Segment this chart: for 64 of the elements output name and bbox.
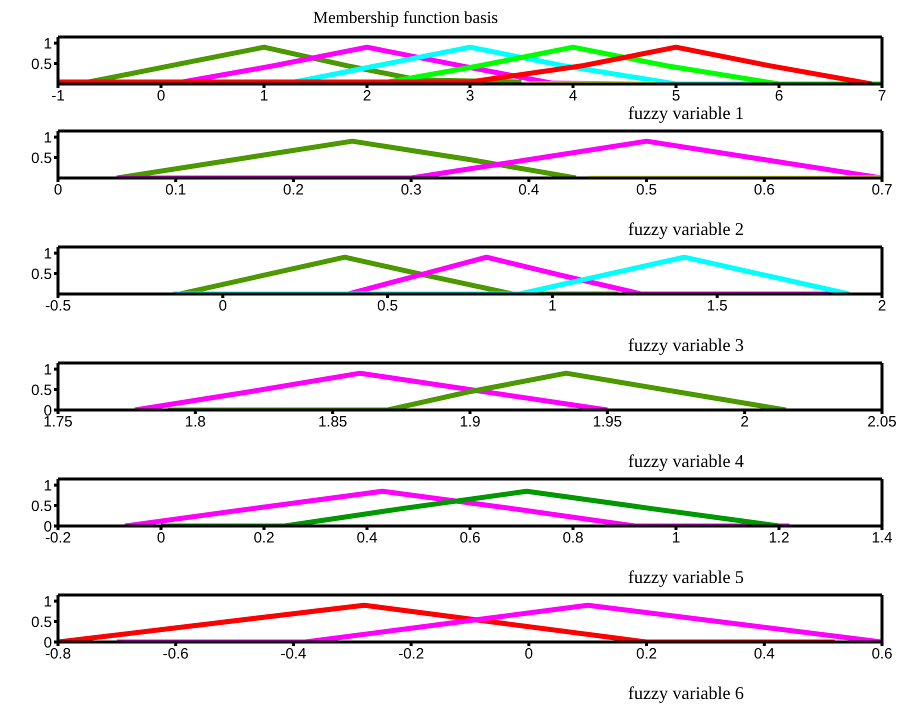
x-tick-label: 3 — [466, 88, 474, 105]
x-tick-label: 1.85 — [318, 414, 348, 431]
x-tick-label: 0.4 — [518, 182, 540, 199]
y-tick-label: 1 — [44, 477, 52, 494]
y-tick-label: 0.5 — [31, 266, 52, 283]
y-tick-label: 0.5 — [31, 56, 52, 73]
chart-title: Membership function basis — [312, 8, 500, 29]
y-tick-label: 1 — [44, 35, 52, 52]
y-tick-label: 0.5 — [31, 614, 52, 631]
x-tick-label: 5 — [672, 88, 680, 105]
y-tick-label: 0.5 — [31, 382, 52, 399]
x-tick-label: 0.4 — [356, 530, 378, 547]
x-tick-label: 0.2 — [636, 646, 657, 663]
x-axis-title: fuzzy variable 5 — [628, 567, 744, 588]
x-tick-label: 1 — [260, 88, 268, 105]
x-tick-label: 6 — [774, 88, 784, 105]
x-tick-label: -1 — [51, 88, 65, 105]
y-tick-label: 0 — [44, 634, 52, 652]
x-tick-label: 1 — [548, 298, 557, 315]
x-tick-label: 0.4 — [754, 646, 775, 663]
x-tick-label: -0.5 — [45, 298, 71, 315]
y-tick-label: 1 — [44, 593, 52, 610]
x-tick-label: 0.6 — [754, 182, 775, 199]
x-tick-label: 0.2 — [254, 530, 274, 547]
x-tick-label: 0 — [218, 298, 227, 315]
x-tick-label: 2 — [878, 298, 886, 315]
x-axis-title: fuzzy variable 3 — [628, 335, 744, 356]
x-tick-label: 0.7 — [872, 182, 892, 199]
x-tick-label: 4 — [568, 88, 578, 105]
x-tick-label: 0 — [524, 646, 534, 663]
x-tick-label: 1.8 — [184, 414, 206, 431]
x-tick-label: 1.95 — [592, 414, 622, 431]
x-tick-label: 0.1 — [165, 182, 186, 199]
x-tick-label: 0.2 — [283, 182, 304, 199]
y-tick-label: 0 — [44, 518, 52, 536]
x-tick-label: 1 — [672, 530, 680, 547]
x-tick-label: 1.2 — [768, 530, 790, 547]
y-tick-label: 0.5 — [31, 150, 52, 167]
x-tick-label: 2 — [740, 414, 749, 431]
y-tick-label: 1 — [44, 129, 52, 146]
x-tick-label: -0.2 — [398, 646, 424, 663]
x-tick-label: 0 — [156, 88, 166, 105]
x-tick-label: 0.5 — [636, 182, 657, 199]
x-tick-label: 1.9 — [460, 414, 480, 431]
x-tick-label: -0.4 — [280, 646, 306, 663]
x-axis-title: fuzzy variable 2 — [628, 219, 744, 240]
y-tick-label: 0.5 — [31, 498, 52, 515]
x-tick-label: 7 — [878, 88, 886, 105]
x-axis-title: fuzzy variable 6 — [628, 683, 744, 704]
x-axis-title: fuzzy variable 4 — [628, 451, 744, 472]
x-tick-label: 0.3 — [400, 182, 422, 199]
x-tick-label: 1.4 — [872, 530, 892, 547]
x-tick-label: 0.5 — [377, 298, 398, 315]
x-tick-label: 1.5 — [706, 298, 728, 315]
y-tick-label: 1 — [44, 245, 52, 262]
x-axis-title: fuzzy variable 1 — [628, 103, 744, 124]
x-tick-label: 0.6 — [460, 530, 480, 547]
x-tick-label: 0.8 — [562, 530, 584, 547]
x-tick-label: 0.6 — [872, 646, 892, 663]
x-tick-label: 2.05 — [867, 414, 897, 431]
y-tick-label: 1 — [44, 361, 52, 378]
x-tick-label: 0 — [156, 530, 166, 547]
x-tick-label: -0.6 — [162, 646, 189, 663]
x-tick-label: 2 — [362, 88, 372, 105]
